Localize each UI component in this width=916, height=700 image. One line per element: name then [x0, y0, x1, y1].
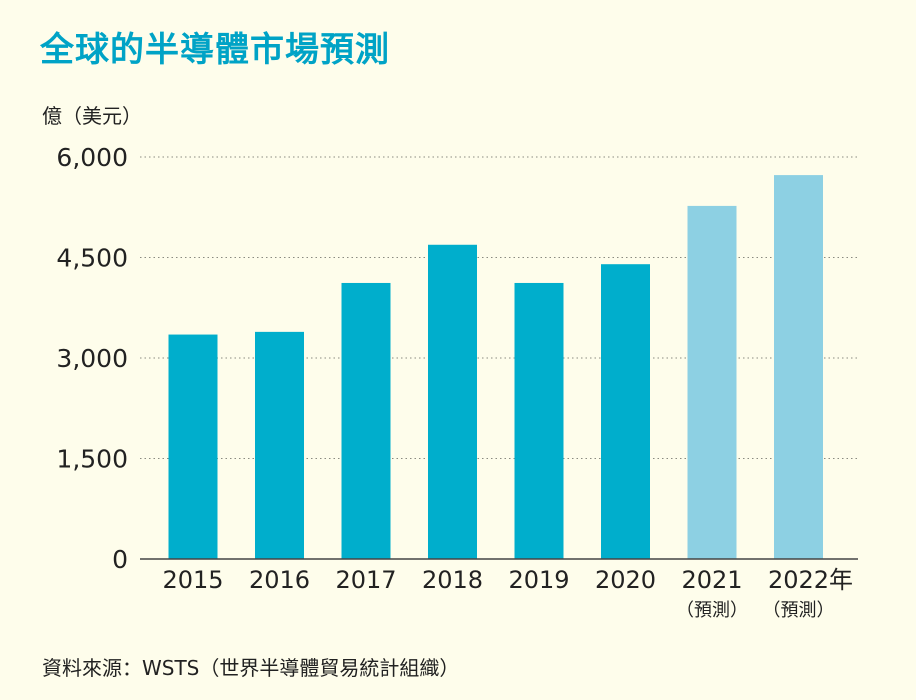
x-tick-label: 2015 — [162, 566, 223, 594]
bar-2021 — [687, 205, 737, 559]
chart-title: 全球的半導體市場預測 — [40, 30, 390, 70]
x-tick-label: 2021 — [681, 566, 742, 594]
bar-2016 — [255, 331, 304, 559]
x-tick-note: （預測） — [676, 600, 748, 621]
bar-2022年 — [774, 175, 823, 559]
x-tick-label: 2017 — [335, 566, 396, 594]
bar-2015 — [168, 334, 218, 559]
source-note: 資料來源：WSTS（世界半導體貿易統計組織） — [42, 656, 460, 680]
x-tick-label: 2019 — [508, 566, 569, 594]
y-tick-label: 6,000 — [56, 143, 128, 172]
x-tick-label: 2016 — [249, 566, 310, 594]
y-tick-label: 0 — [112, 545, 128, 574]
y-axis-unit-label: 億（美元） — [42, 104, 142, 128]
bar-2019 — [514, 282, 564, 559]
x-tick-label: 2018 — [422, 566, 483, 594]
y-tick-label: 3,000 — [56, 344, 128, 373]
bar-2017 — [341, 282, 391, 559]
bar-chart: 0 1,500 3,000 4,500 6,000 2015 2016 2017 2018 201… — [56, 143, 858, 621]
y-tick-label: 4,500 — [56, 244, 128, 273]
bar-2018 — [428, 244, 477, 559]
x-tick-label: 2022年 — [768, 566, 853, 594]
bar-2020 — [601, 264, 650, 559]
x-tick-label: 2020 — [595, 566, 656, 594]
y-tick-label: 1,500 — [56, 445, 128, 474]
x-tick-note: （預測） — [763, 600, 835, 621]
